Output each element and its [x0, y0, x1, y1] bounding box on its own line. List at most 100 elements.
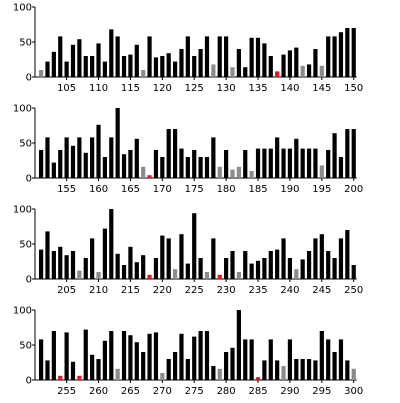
y-tick-label: 0	[26, 73, 32, 84]
bar-191	[294, 138, 299, 178]
bar-108	[83, 56, 88, 77]
bar-207	[77, 270, 82, 279]
bar-123	[179, 49, 184, 77]
bar-263	[115, 368, 120, 380]
bar-118	[147, 36, 152, 77]
bar-111	[102, 61, 107, 77]
y-tick-label: 0	[26, 376, 32, 387]
bar-284	[249, 339, 254, 380]
bar-215	[128, 246, 133, 279]
bar-197	[332, 133, 337, 178]
bar-189	[281, 148, 286, 178]
bar-183	[243, 150, 248, 178]
y-tick-label: 100	[13, 306, 32, 317]
bar-188	[275, 137, 280, 178]
bar-157	[77, 137, 82, 178]
x-tick-label: 200	[344, 184, 363, 195]
bar-113	[115, 36, 120, 77]
bar-213	[115, 253, 120, 279]
bar-169	[153, 150, 159, 178]
bar-266	[134, 342, 139, 380]
bar-181	[230, 169, 235, 178]
bar-295	[319, 331, 324, 380]
chart-panel-1: 0 50 100 105 110 115 120 125 130 135 140 145 150	[13, 3, 363, 95]
bar-227	[204, 272, 210, 279]
x-tick-label: 145	[312, 83, 331, 94]
bar-234	[249, 263, 254, 279]
bar-292	[300, 359, 305, 380]
bar-159	[90, 137, 95, 178]
bar-291	[294, 359, 299, 380]
bar-143	[306, 64, 312, 77]
x-tick-label: 285	[248, 386, 267, 397]
bar-130	[224, 36, 229, 77]
bar-267	[141, 352, 146, 380]
bar-261	[102, 340, 107, 380]
bar-200	[351, 129, 356, 178]
chart-panel-2: 0 50 100 155 160 165 170 175 180 185 190 195 200	[13, 104, 363, 196]
bar-251	[39, 339, 44, 380]
x-tick-label: 255	[57, 386, 76, 397]
bar-221	[166, 238, 171, 279]
x-tick-label: 160	[89, 184, 108, 195]
bar-121	[166, 53, 171, 77]
bar-241	[294, 269, 299, 279]
x-tick-label: 275	[185, 386, 204, 397]
bar-237	[268, 251, 273, 279]
bar-202	[45, 231, 50, 279]
x-tick-label: 260	[89, 386, 108, 397]
x-tick-label: 230	[217, 285, 236, 296]
bar-140	[287, 50, 293, 77]
bar-162	[109, 137, 114, 178]
bar-138	[275, 71, 280, 77]
bar-126	[198, 49, 203, 77]
bar-259	[90, 354, 95, 380]
bar-103	[51, 51, 56, 77]
bar-246	[326, 251, 331, 279]
bar-239	[281, 238, 286, 279]
bar-244	[313, 238, 318, 279]
bar-208	[83, 258, 88, 279]
bar-201	[39, 249, 44, 279]
bar-242	[300, 259, 305, 279]
bar-116	[134, 44, 139, 77]
y-tick-label: 0	[26, 275, 32, 286]
bar-180	[224, 150, 229, 178]
bar-204	[58, 246, 63, 279]
bar-156	[70, 145, 76, 178]
bar-216	[134, 262, 139, 279]
bar-175	[192, 150, 197, 178]
bar-152	[45, 137, 50, 178]
bar-132	[236, 49, 241, 77]
bar-184	[249, 171, 254, 178]
y-tick-label: 100	[13, 3, 32, 14]
x-tick-label: 170	[153, 184, 172, 195]
bar-293	[306, 359, 312, 380]
bar-187	[268, 148, 273, 178]
bar-260	[96, 359, 101, 380]
bar-290	[287, 339, 293, 380]
bar-166	[134, 138, 139, 178]
bar-186	[262, 148, 267, 178]
x-tick-label: 115	[121, 83, 140, 94]
bar-220	[160, 235, 165, 279]
x-tick-label: 190	[280, 184, 299, 195]
bar-182	[236, 166, 241, 178]
bar-252	[45, 360, 50, 380]
bar-288	[275, 360, 280, 380]
bar-164	[121, 154, 127, 178]
x-tick-label: 265	[121, 386, 140, 397]
bar-178	[211, 137, 216, 178]
bar-270	[160, 373, 165, 380]
bar-148	[338, 32, 344, 77]
y-tick-label: 100	[13, 104, 32, 115]
bar-106	[70, 44, 76, 77]
bar-146	[326, 36, 331, 77]
x-tick-label: 185	[248, 184, 267, 195]
bar-135	[255, 37, 261, 77]
bar-185	[255, 148, 261, 178]
bar-210	[96, 272, 101, 279]
bar-268	[147, 333, 152, 380]
bar-155	[64, 137, 69, 178]
bar-136	[262, 43, 267, 77]
